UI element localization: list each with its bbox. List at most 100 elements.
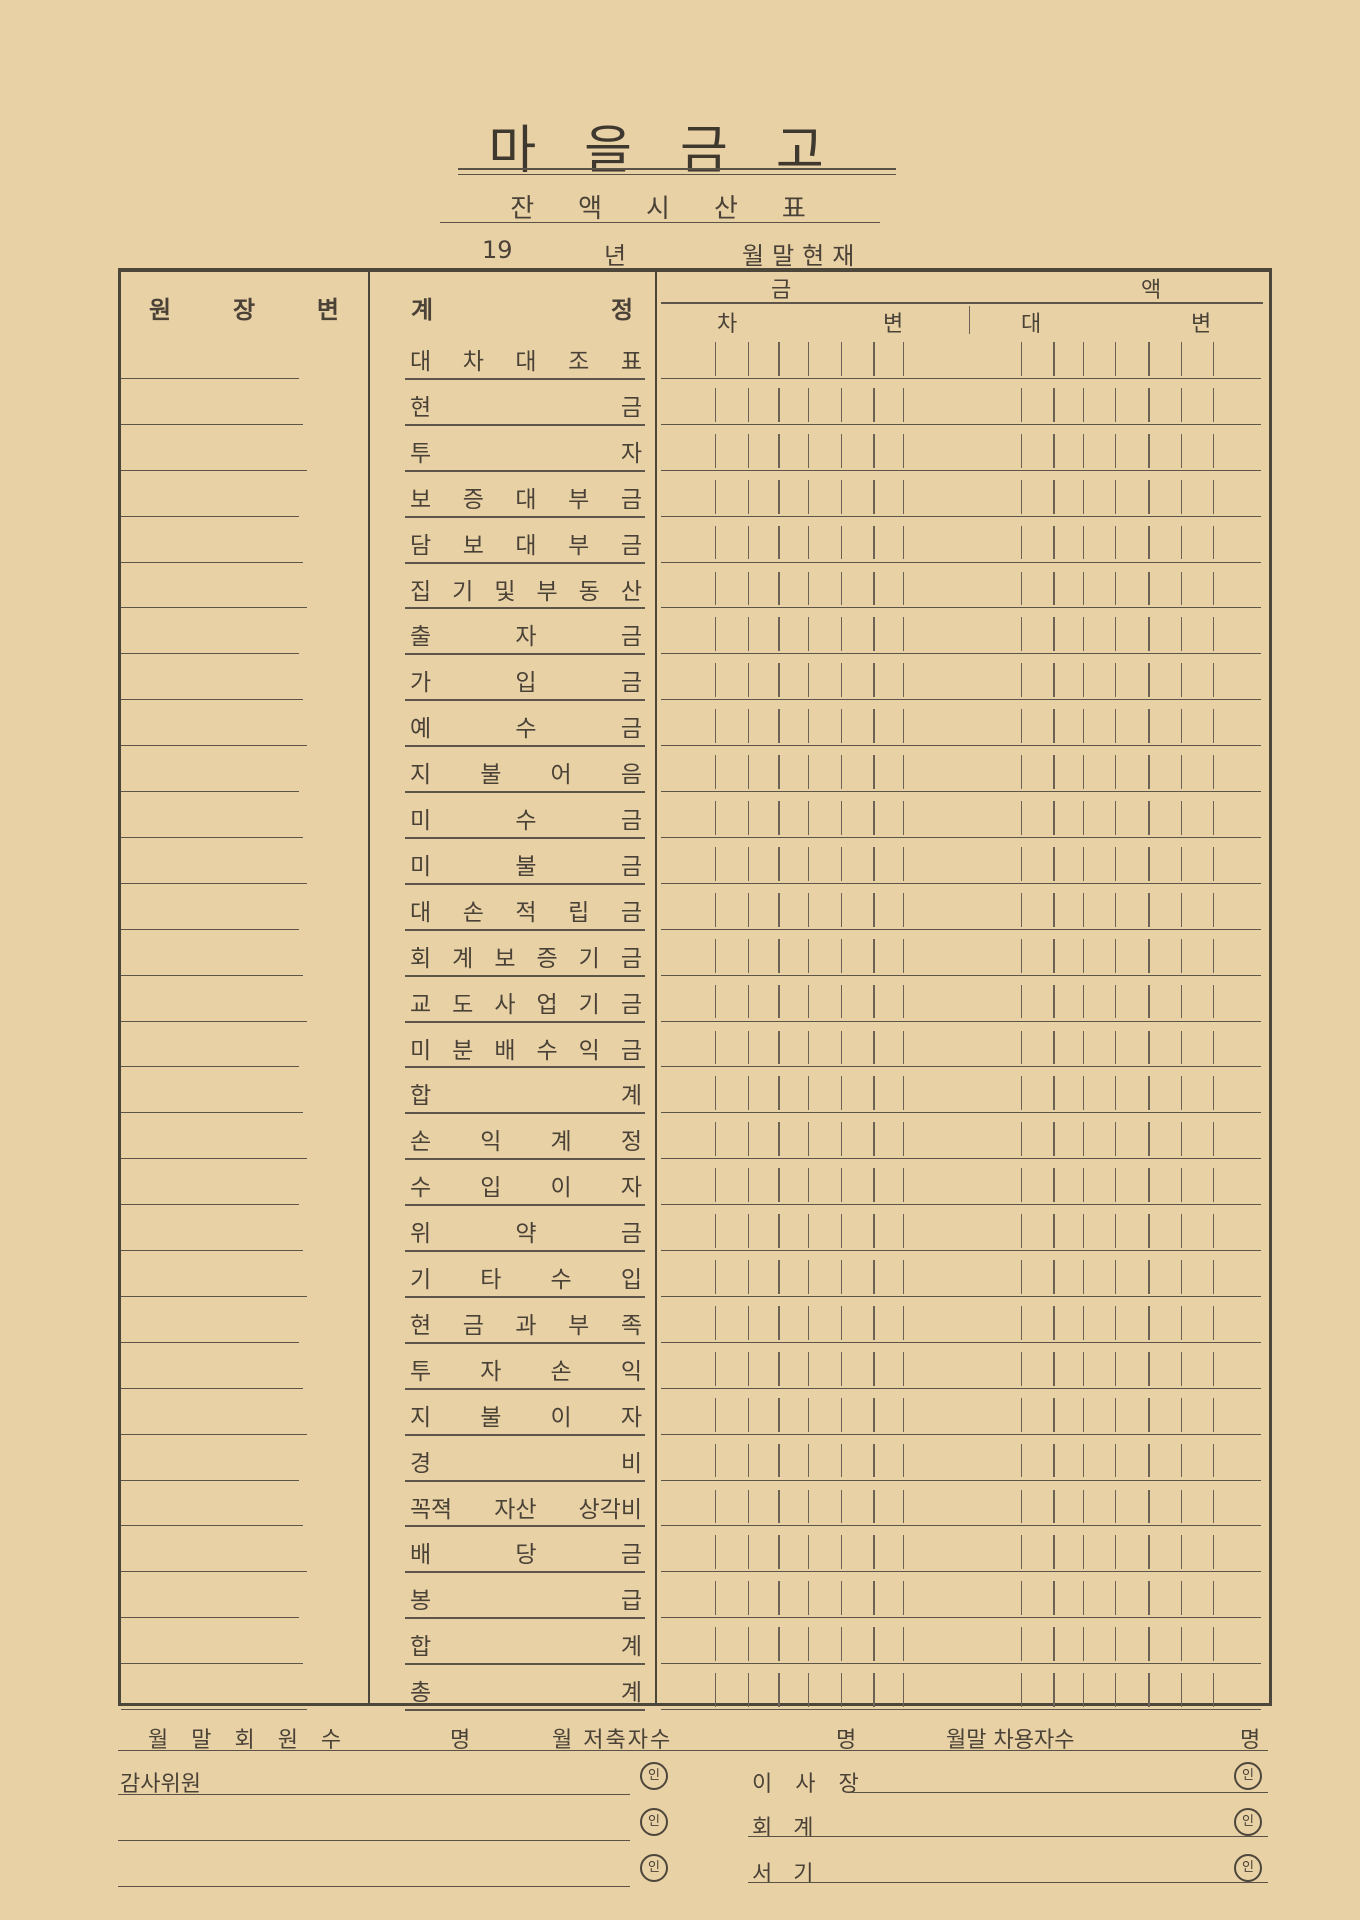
- digit-column-line: [903, 342, 904, 376]
- ledger-line: [121, 791, 299, 792]
- digit-column-line: [873, 984, 875, 1019]
- digit-column-line: [1213, 571, 1214, 606]
- digit-column-line: [808, 571, 809, 606]
- digit-column-line: [841, 571, 842, 606]
- digit-column-line: [1083, 846, 1084, 881]
- digit-column-line: [903, 387, 904, 422]
- digit-column-line: [1083, 342, 1084, 376]
- credit-line: [911, 1066, 1261, 1068]
- digit-column-line: [873, 1260, 875, 1294]
- month-label: 월말현재: [742, 242, 863, 270]
- digit-column-line: [841, 525, 842, 560]
- debit-line: [661, 607, 961, 609]
- digit-column-line: [873, 892, 875, 927]
- digit-column-line: [1213, 1030, 1214, 1065]
- digit-column-line: [748, 1627, 749, 1662]
- digit-column-line: [748, 846, 749, 881]
- digit-column-line: [748, 1351, 749, 1386]
- digit-column-line: [778, 1168, 780, 1203]
- digit-column-line: [903, 938, 904, 973]
- digit-column-line: [1181, 892, 1182, 927]
- digit-column-line: [903, 1581, 904, 1616]
- ledger-line: [121, 1295, 307, 1297]
- digit-column-line: [778, 342, 780, 376]
- seal-mark: 인: [640, 1854, 668, 1882]
- credit-line: [911, 1617, 1261, 1619]
- ledger-line: [121, 653, 299, 655]
- digit-column-line: [1148, 525, 1150, 560]
- digit-column-line: [1181, 342, 1182, 376]
- digit-column-line: [841, 1168, 842, 1203]
- digit-column-line: [1181, 1168, 1182, 1203]
- digit-column-line: [1148, 571, 1150, 606]
- digit-column-line: [903, 1489, 904, 1524]
- digit-column-line: [1115, 1581, 1116, 1616]
- digit-column-line: [1213, 1260, 1214, 1294]
- account-line: [405, 699, 645, 702]
- digit-column-line: [1213, 1535, 1214, 1570]
- digit-column-line: [1083, 1122, 1084, 1157]
- digit-column-line: [1083, 617, 1084, 652]
- digit-column-line: [715, 342, 716, 376]
- account-line: [405, 1204, 645, 1207]
- digit-column-line: [873, 663, 875, 698]
- digit-column-line: [841, 846, 842, 881]
- ledger-line: [121, 469, 307, 471]
- ledger-line: [121, 1433, 307, 1435]
- digit-column-line: [778, 663, 780, 698]
- digit-column-line: [1021, 938, 1022, 973]
- digit-column-line: [808, 1673, 809, 1707]
- header-ledger: 원 장 변: [149, 296, 339, 324]
- digit-column-line: [808, 433, 809, 468]
- digit-column-line: [778, 1214, 780, 1248]
- digit-column-line: [1213, 892, 1214, 927]
- digit-column-line: [1021, 1030, 1022, 1065]
- digit-column-line: [1083, 1351, 1084, 1386]
- digit-column-line: [1115, 1030, 1116, 1065]
- digit-column-line: [778, 1673, 780, 1707]
- debit-line: [661, 1387, 961, 1389]
- digit-column-line: [748, 433, 749, 468]
- debit-line: [661, 1020, 961, 1022]
- account-label: 경 비: [410, 1450, 642, 1477]
- credit-line: [911, 928, 1261, 930]
- digit-column-line: [715, 1122, 716, 1157]
- digit-column-line: [1021, 433, 1022, 468]
- digit-column-line: [778, 1397, 780, 1432]
- digit-column-line: [1083, 1397, 1084, 1432]
- digit-column-line: [1053, 1627, 1055, 1662]
- signature-line: [850, 1792, 1268, 1793]
- digit-column-line: [1115, 433, 1116, 468]
- digit-column-line: [715, 617, 716, 652]
- digit-column-line: [1181, 1581, 1182, 1616]
- digit-column-line: [841, 479, 842, 514]
- digit-column-line: [1021, 617, 1022, 652]
- digit-column-line: [1148, 1305, 1150, 1340]
- digit-column-line: [1148, 1214, 1150, 1248]
- digit-column-line: [808, 342, 809, 376]
- digit-column-line: [715, 1673, 716, 1707]
- digit-column-line: [1021, 1581, 1022, 1616]
- digit-column-line: [808, 984, 809, 1019]
- digit-column-line: [903, 1673, 904, 1707]
- digit-column-line: [1181, 984, 1182, 1019]
- digit-column-line: [778, 938, 780, 973]
- digit-column-line: [778, 709, 780, 744]
- digit-column-line: [748, 1397, 749, 1432]
- credit-line: [911, 791, 1261, 792]
- digit-column-line: [1083, 663, 1084, 698]
- digit-column-line: [903, 663, 904, 698]
- digit-column-line: [873, 801, 875, 835]
- digit-column-line: [1181, 525, 1182, 560]
- credit-line: [911, 1158, 1261, 1160]
- signature-line: [748, 1882, 1268, 1883]
- debit-line: [661, 791, 961, 792]
- account-label: 회 계 보 증 기 금: [410, 945, 642, 972]
- digit-column-line: [715, 1076, 716, 1111]
- debit-credit-divider: [969, 306, 970, 334]
- credit-line: [911, 1709, 1261, 1710]
- digit-column-line: [1053, 1673, 1055, 1707]
- digit-column-line: [778, 1030, 780, 1065]
- digit-column-line: [1115, 892, 1116, 927]
- account-line: [405, 745, 645, 748]
